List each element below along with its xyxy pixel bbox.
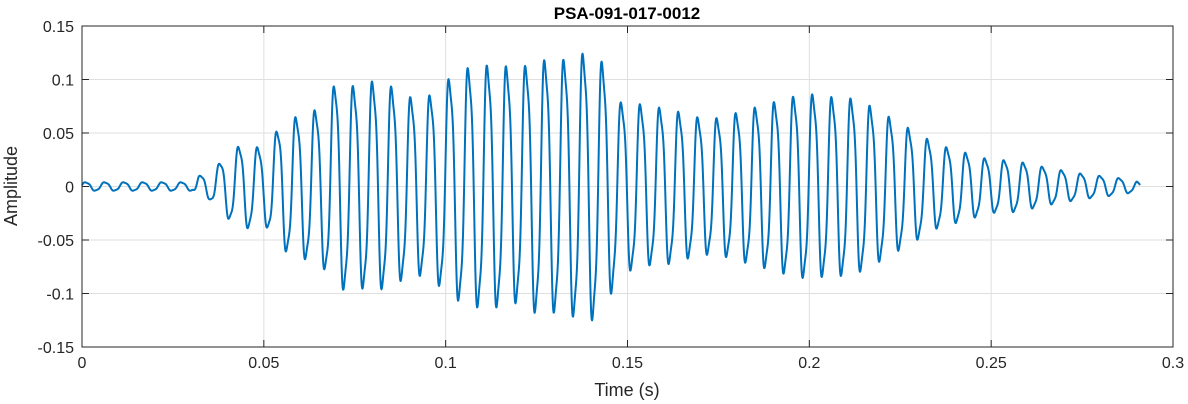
x-tick-label: 0.25	[976, 355, 1007, 372]
series-line	[81, 52, 1141, 322]
y-tick-label: 0.15	[43, 19, 74, 36]
y-tick-label: 0.05	[43, 126, 74, 143]
y-tick-label: -0.1	[46, 287, 74, 304]
tick-labels: 0 0.05 0.1 0.15 0.2 0.25 0.3 -0.15 -0.1 -0.05 0 0.0…	[38, 19, 1185, 372]
x-tick-label: 0.1	[435, 355, 457, 372]
chart-title: PSA-091-017-0012	[554, 4, 700, 23]
x-tick-label: 0.15	[612, 355, 643, 372]
y-tick-label: -0.15	[38, 340, 75, 357]
plot-frame	[81, 25, 1174, 348]
y-tick-label: -0.05	[38, 233, 75, 250]
x-axis-label: Time (s)	[594, 380, 659, 400]
x-tick-label: 0.05	[248, 355, 279, 372]
y-tick-label: 0	[65, 180, 74, 197]
y-axis-label: Amplitude	[1, 146, 21, 226]
y-tick-label: 0.1	[52, 73, 74, 90]
x-tick-label: 0.3	[1162, 355, 1184, 372]
x-tick-label: 0	[78, 355, 87, 372]
x-tick-label: 0.2	[798, 355, 820, 372]
